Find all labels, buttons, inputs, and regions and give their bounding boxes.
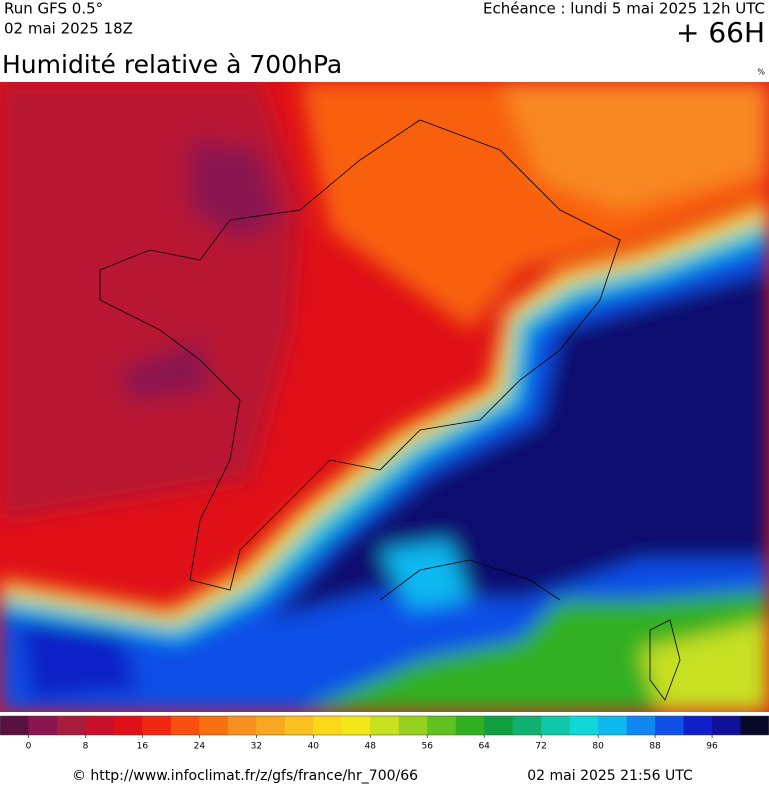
country-outline: [99, 119, 621, 591]
color-bin: [199, 716, 229, 735]
borders: [99, 119, 681, 701]
colorbar-tick-label: 16: [137, 742, 149, 752]
colorbar-tick-label: 0: [26, 742, 32, 752]
color-bin: [541, 716, 571, 735]
color-bin: [85, 716, 115, 735]
color-bin: [170, 716, 200, 735]
color-bin: [455, 716, 485, 735]
map-title: Humidité relative à 700hPa: [2, 50, 342, 79]
color-bin: [256, 716, 286, 735]
color-bin: [655, 716, 685, 735]
color-bin: [370, 716, 400, 735]
colorbar: 0 8 16 24 32 40 48 56 64 72 80 88 96: [0, 715, 769, 752]
field-navy: [270, 270, 769, 620]
color-bin: [398, 716, 428, 735]
color-bin: [427, 716, 457, 735]
colorbar-tick-label: 88: [649, 742, 661, 752]
color-bin: [313, 716, 343, 735]
color-bin: [740, 716, 769, 735]
colorbar-tick-label: 72: [535, 742, 546, 752]
color-bin: [569, 716, 599, 735]
color-bin: [28, 716, 58, 735]
field-dry-core: [0, 82, 300, 520]
color-bin: [341, 716, 371, 735]
field-blue-patch: [20, 620, 140, 700]
source-url: © http://www.infoclimat.fr/z/gfs/france/…: [72, 768, 418, 784]
generated-time: 02 mai 2025 21:56 UTC: [527, 768, 693, 784]
field-orange-light: [500, 82, 769, 210]
color-bin: [0, 716, 29, 735]
colorbar-tick-label: 64: [478, 742, 490, 752]
colorbar-tick-label: 48: [365, 742, 377, 752]
map-field: [0, 82, 769, 712]
colorbar-tick-label: 56: [421, 742, 433, 752]
color-bin: [683, 716, 713, 735]
unit-label: %: [757, 68, 765, 77]
color-bin: [512, 716, 542, 735]
valid-time: Echéance : lundi 5 mai 2025 12h UTC: [483, 0, 765, 18]
lead-time: + 66H: [676, 16, 765, 49]
run-date: 02 mai 2025 18Z: [4, 20, 133, 38]
colorbar-tick-label: 80: [592, 742, 604, 752]
field-cyan-patch: [380, 540, 470, 610]
colorbar-tick-label: 24: [194, 742, 206, 752]
color-bin: [56, 716, 86, 735]
coastline: [379, 559, 561, 601]
field-driest: [120, 340, 210, 400]
color-bin: [284, 716, 314, 735]
island-outline: [649, 619, 681, 701]
colorbar-tick-label: 32: [251, 742, 262, 752]
color-bin: [113, 716, 143, 735]
color-bin: [142, 716, 172, 735]
run-label: Run GFS 0.5°: [4, 0, 103, 18]
colorbar-tick-label: 40: [308, 742, 320, 752]
field-driest: [190, 140, 280, 240]
colorbar-tick-label: 8: [83, 742, 89, 752]
colorbar-tick-label: 96: [706, 742, 718, 752]
color-bin: [712, 716, 742, 735]
color-bin: [227, 716, 257, 735]
field-yellow-green: [640, 620, 769, 712]
color-bin: [598, 716, 628, 735]
color-bin: [626, 716, 656, 735]
color-bin: [484, 716, 514, 735]
